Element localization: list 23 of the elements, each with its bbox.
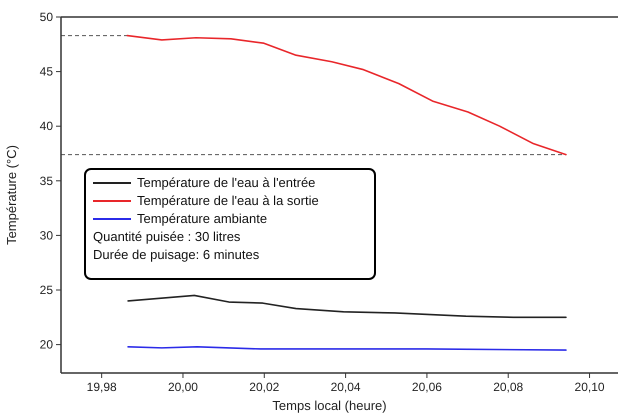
x-axis-title: Temps local (heure): [272, 398, 387, 413]
y-tick-label: 30: [40, 228, 54, 242]
annotation: Durée de puisage: 6 minutes: [93, 247, 260, 262]
legend-label: Température de l'eau à l'entrée: [137, 175, 316, 190]
x-tick-label: 20,04: [330, 380, 361, 394]
y-tick-label: 25: [40, 283, 54, 298]
x-tick-label: 20,10: [574, 380, 605, 394]
line-series: [126, 34, 567, 156]
y-axis-title: Température (°C): [4, 145, 19, 245]
x-tick-label: 20,06: [412, 380, 442, 394]
line-series: [127, 294, 567, 318]
y-tick-label: 35: [40, 174, 54, 188]
y-tick-label: 40: [40, 119, 54, 134]
y-tick-label: 50: [40, 10, 54, 24]
legend-label: Température de l'eau à la sortie: [137, 193, 319, 208]
y-tick-label: 45: [40, 64, 54, 79]
x-tick-label: 20,02: [249, 380, 280, 394]
x-tick-label: 20,00: [168, 380, 198, 394]
y-tick-label: 20: [40, 338, 54, 352]
legend-label: Température ambiante: [137, 211, 268, 226]
x-tick-label: 19,98: [86, 380, 117, 394]
x-tick-label: 20,08: [493, 380, 524, 394]
annotation: Quantité puisée : 30 litres: [93, 229, 241, 244]
